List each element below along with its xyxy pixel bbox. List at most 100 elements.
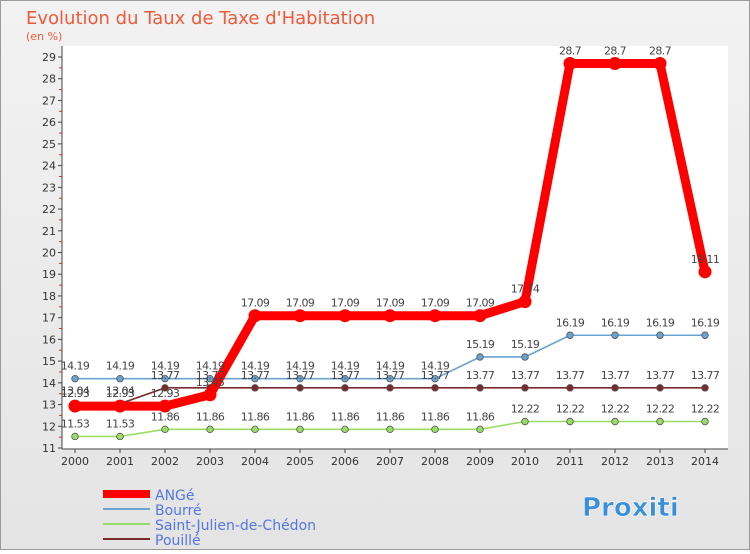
data-label: 11.53 [106, 417, 135, 430]
data-point [71, 375, 79, 383]
y-tick-label: 26 [42, 116, 56, 129]
data-label: 12.93 [106, 387, 135, 400]
x-tick-label: 2007 [376, 455, 404, 468]
data-point [116, 375, 124, 383]
data-point [158, 399, 172, 413]
data-label: 13.77 [466, 369, 495, 382]
data-point [386, 384, 394, 392]
y-tick-label: 21 [42, 225, 56, 238]
data-point [338, 309, 352, 323]
data-label: 13.77 [646, 369, 675, 382]
data-label: 17.09 [331, 297, 360, 310]
data-label: 12.22 [601, 402, 630, 415]
data-point [656, 331, 664, 339]
data-point [68, 399, 82, 413]
x-tick-label: 2005 [286, 455, 314, 468]
data-point [116, 432, 124, 441]
data-point [431, 375, 439, 383]
data-label: 16.19 [556, 316, 585, 329]
proxiti-logo: Proxiti [582, 493, 679, 524]
data-point [566, 417, 574, 426]
data-label: 13.77 [421, 369, 450, 382]
data-label: 13.77 [511, 369, 540, 382]
y-tick-label: 23 [42, 181, 56, 194]
data-point [656, 384, 664, 392]
data-point [341, 384, 349, 392]
data-label: 17.09 [466, 297, 495, 310]
y-tick-label: 15 [42, 355, 56, 368]
data-point [701, 417, 709, 426]
data-point [698, 265, 712, 279]
data-label: 14.19 [286, 360, 315, 373]
chart-subtitle: (en %) [26, 30, 62, 43]
data-label: 13.77 [601, 369, 630, 382]
data-label: 17.09 [421, 297, 450, 310]
legend-label-0: ANGé [155, 488, 195, 504]
data-label: 17.74 [511, 283, 540, 296]
x-tick-label: 2010 [511, 455, 539, 468]
x-tick-label: 2011 [556, 455, 584, 468]
y-tick-label: 17 [42, 312, 56, 325]
x-tick-label: 2009 [466, 455, 494, 468]
data-label: 13.77 [286, 369, 315, 382]
data-point [113, 399, 127, 413]
data-point [293, 309, 307, 323]
y-tick-label: 18 [42, 290, 56, 303]
y-tick-label: 13 [42, 399, 56, 412]
data-point [611, 384, 619, 392]
data-label: 11.53 [61, 417, 90, 430]
data-label: 13.45 [196, 376, 225, 389]
data-point [521, 384, 529, 392]
y-tick-label: 11 [42, 442, 56, 455]
data-point [296, 375, 304, 383]
data-point [611, 331, 619, 339]
data-label: 12.22 [556, 402, 585, 415]
data-point [566, 384, 574, 392]
data-point [251, 375, 259, 383]
data-point [251, 384, 259, 392]
data-point [518, 295, 532, 309]
data-label: 16.19 [601, 316, 630, 329]
data-label: 11.86 [376, 410, 405, 423]
legend-label-3: Pouillé [155, 533, 201, 549]
x-tick-label: 2012 [601, 455, 629, 468]
y-tick-label: 27 [42, 94, 56, 107]
data-point [608, 57, 622, 71]
data-label: 14.19 [421, 360, 450, 373]
data-point [566, 331, 574, 339]
data-point [521, 353, 529, 361]
data-point [653, 57, 667, 71]
data-label: 13.04 [106, 385, 135, 398]
x-tick-label: 2014 [691, 455, 719, 468]
data-point [161, 425, 169, 434]
y-tick-label: 28 [42, 73, 56, 86]
data-label: 11.86 [196, 410, 225, 423]
data-point [521, 417, 529, 426]
data-label: 14.19 [331, 360, 360, 373]
data-label: 13.77 [196, 369, 225, 382]
data-label: 17.09 [286, 297, 315, 310]
legend-label-1: Bourré [155, 503, 202, 519]
data-label: 14.19 [376, 360, 405, 373]
data-label: 12.93 [151, 387, 180, 400]
data-label: 13.77 [241, 369, 270, 382]
data-point [296, 384, 304, 392]
data-label: 28.7 [559, 45, 582, 58]
data-label: 12.22 [511, 402, 540, 415]
data-label: 19.11 [691, 253, 720, 266]
data-label: 12.93 [61, 387, 90, 400]
y-tick-label: 19 [42, 268, 56, 281]
data-label: 13.77 [151, 369, 180, 382]
x-tick-label: 2004 [241, 455, 269, 468]
data-label: 11.86 [151, 410, 180, 423]
y-tick-label: 25 [42, 138, 56, 151]
data-label: 14.19 [241, 360, 270, 373]
data-label: 11.86 [331, 410, 360, 423]
y-tick-label: 20 [42, 247, 56, 260]
data-label: 28.7 [649, 45, 672, 58]
data-label: 13.77 [691, 369, 720, 382]
y-tick-label: 22 [42, 203, 56, 216]
data-point [476, 353, 484, 361]
